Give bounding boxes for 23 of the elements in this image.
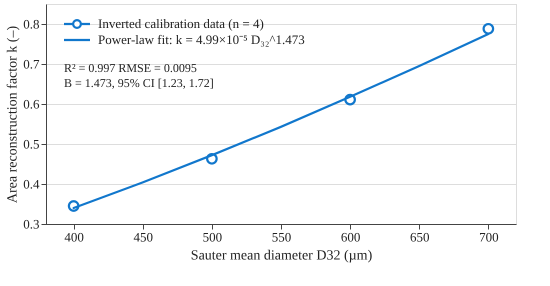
x-tick-label: 400 xyxy=(64,230,84,244)
point xyxy=(344,94,356,106)
y-tick-label: 0.6 xyxy=(23,96,40,112)
x-axis-title: Sauter mean diameter D32 (µm) xyxy=(190,248,373,264)
x-tick-label: 650 xyxy=(410,230,430,244)
legend-label: Power-law fit: k = 4.99×10⁻⁵ D₃₂^1.473 xyxy=(98,32,305,47)
point xyxy=(206,152,218,165)
y-tick-label: 0.4 xyxy=(23,176,40,192)
y-tick-label: 0.8 xyxy=(23,16,40,32)
legend-label: Inverted calibration data (n = 4) xyxy=(98,16,264,31)
y-tick-label: 0.3 xyxy=(23,216,40,232)
y-tick-label: 0.5 xyxy=(23,136,40,152)
annotation: B = 1.473, 95% CI [1.23, 1.72] xyxy=(64,76,214,90)
x-tick-label: 450 xyxy=(134,230,154,244)
annotation: R² = 0.997 RMSE = 0.0095 xyxy=(64,61,197,75)
point xyxy=(482,22,494,35)
y-tick-label: 0.7 xyxy=(23,56,40,72)
x-tick-label: 700 xyxy=(479,230,499,244)
y-axis-title: Area reconstruction factor k (–) xyxy=(5,26,20,204)
x-tick-label: 550 xyxy=(272,230,292,244)
x-tick-label: 600 xyxy=(340,230,360,244)
x-tick-label: 500 xyxy=(202,230,222,244)
point xyxy=(68,200,80,212)
